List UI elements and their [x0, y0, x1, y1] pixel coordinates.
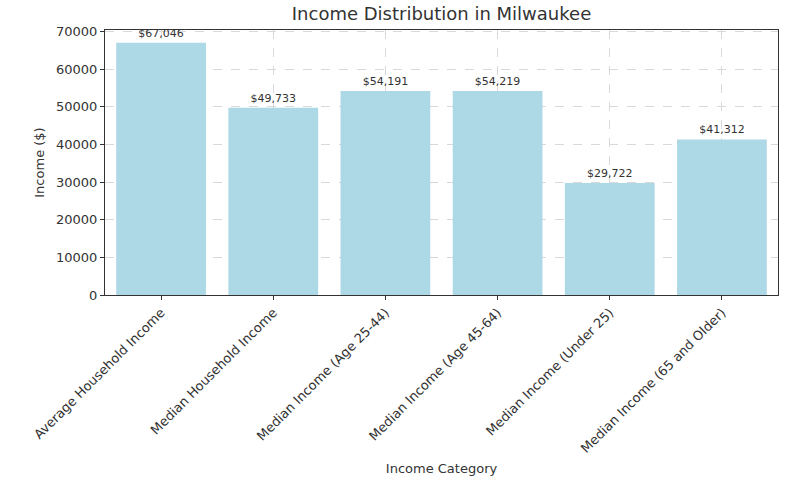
svg-text:Income ($): Income ($)	[32, 127, 47, 197]
svg-text:$67,046: $67,046	[138, 27, 184, 40]
svg-text:Median Income (Under 25): Median Income (Under 25)	[483, 305, 616, 438]
svg-text:Income Distribution in Milwauk: Income Distribution in Milwaukee	[292, 3, 591, 24]
svg-text:Median Income (65 and Older): Median Income (65 and Older)	[578, 305, 729, 456]
svg-text:20000: 20000	[56, 212, 97, 227]
svg-text:$41,312: $41,312	[699, 123, 745, 136]
svg-text:$54,191: $54,191	[363, 75, 409, 88]
svg-text:10000: 10000	[56, 250, 97, 265]
svg-text:0: 0	[89, 288, 97, 303]
svg-text:$49,733: $49,733	[251, 92, 297, 105]
svg-text:30000: 30000	[56, 175, 97, 190]
svg-text:Income Category: Income Category	[386, 461, 498, 476]
svg-text:60000: 60000	[56, 62, 97, 77]
svg-text:Average Household Income: Average Household Income	[31, 305, 168, 442]
svg-text:40000: 40000	[56, 137, 97, 152]
svg-text:Median Income (Age 25-44): Median Income (Age 25-44)	[254, 305, 392, 443]
svg-text:$29,722: $29,722	[587, 167, 633, 180]
svg-text:50000: 50000	[56, 99, 97, 114]
svg-text:70000: 70000	[56, 24, 97, 39]
svg-text:$54,219: $54,219	[475, 75, 520, 88]
svg-text:Median Income (Age 45-64): Median Income (Age 45-64)	[366, 305, 504, 443]
svg-text:Median Household Income: Median Household Income	[148, 305, 280, 437]
